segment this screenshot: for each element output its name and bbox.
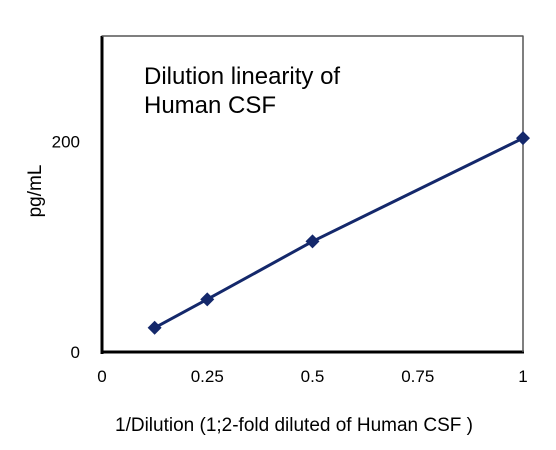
x-tick-label: 0.75 xyxy=(401,367,434,386)
x-tick-label: 0.25 xyxy=(191,367,224,386)
chart-title-line-1: Dilution linearity of xyxy=(144,63,340,90)
plot-area xyxy=(101,35,524,353)
data-point xyxy=(147,320,162,335)
y-tick-label: 200 xyxy=(52,132,80,151)
series-line xyxy=(153,136,524,330)
y-axis-title: pg/mL xyxy=(25,165,46,218)
series-group xyxy=(147,131,530,335)
x-tick-label: 1 xyxy=(518,367,527,386)
y-tick-labels: 0 200 xyxy=(52,132,80,362)
data-point xyxy=(305,234,320,249)
x-tick-labels: 0 0.25 0.5 0.75 1 xyxy=(97,367,527,386)
y-tick-label: 0 xyxy=(71,343,80,362)
data-point xyxy=(516,131,530,146)
x-tick-label: 0 xyxy=(97,367,106,386)
data-point xyxy=(200,292,215,307)
x-axis-title: 1/Dilution (1;2-fold diluted of Human CS… xyxy=(115,415,473,436)
x-tick-label: 0.5 xyxy=(301,367,325,386)
chart-title-line-2: Human CSF xyxy=(144,92,276,119)
